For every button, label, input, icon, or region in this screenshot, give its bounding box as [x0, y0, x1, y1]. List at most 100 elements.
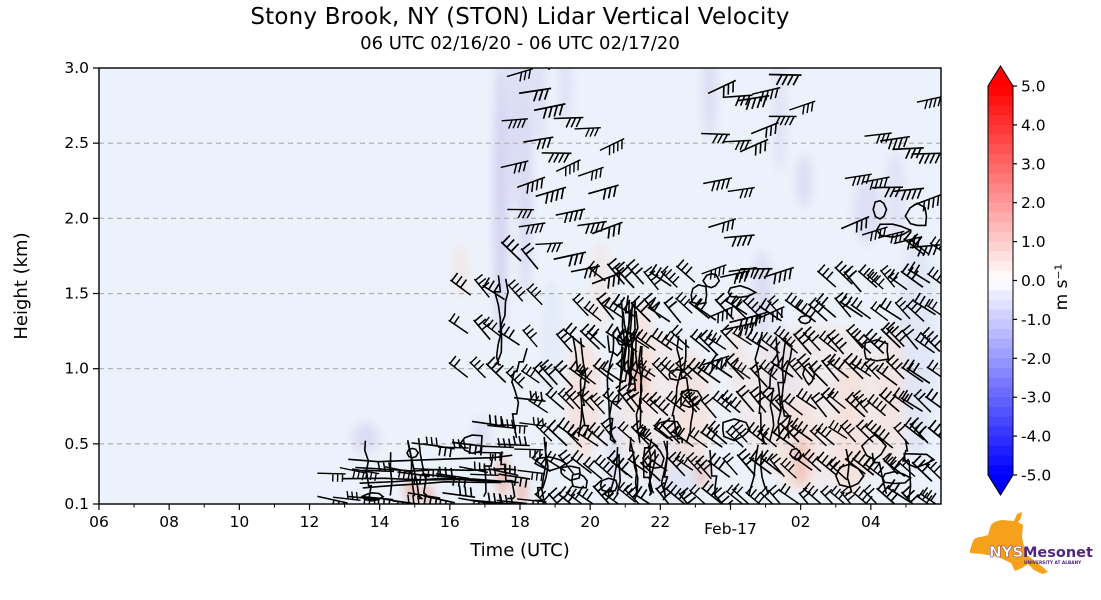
- wind-barb: [522, 324, 538, 348]
- wind-barb: [449, 272, 472, 296]
- contour-squiggle: [768, 336, 780, 441]
- wind-barb: [893, 187, 925, 201]
- wind-barb: [670, 324, 690, 349]
- wind-barb: [916, 489, 937, 504]
- y-tick-label: 0.1: [64, 495, 89, 513]
- wind-barb: [599, 138, 625, 156]
- wind-barb: [903, 230, 925, 256]
- wind-barb: [617, 328, 638, 353]
- wind-barb: [565, 485, 585, 504]
- wind-barb: [883, 452, 906, 478]
- wind-barb: [659, 356, 679, 379]
- wind-barb: [872, 425, 894, 449]
- wind-barb: [451, 441, 486, 456]
- wind-barb: [514, 448, 544, 458]
- wind-barb: [827, 387, 846, 410]
- wind-barb: [826, 329, 848, 355]
- wind-barb: [759, 449, 783, 475]
- contour-squiggle: [500, 451, 516, 500]
- wind-barb: [557, 485, 579, 504]
- wind-barb: [582, 456, 603, 480]
- wind-barb: [893, 421, 910, 445]
- colorbar-band: [988, 163, 1013, 175]
- wind-barb: [688, 294, 710, 320]
- wind-barb: [751, 86, 781, 102]
- y-tick-label: 0.5: [64, 435, 89, 453]
- colorbar-band: [988, 222, 1013, 233]
- wind-barb: [577, 166, 604, 181]
- wind-barb: [839, 292, 864, 318]
- wind-barb: [906, 359, 931, 384]
- contour-squiggle: [759, 450, 769, 495]
- wind-barb: [629, 359, 652, 382]
- wind-barb: [397, 471, 430, 485]
- shading-patch: [506, 68, 519, 211]
- x-axis-label: Time (UTC): [470, 540, 570, 561]
- wind-barb: [545, 386, 565, 411]
- wind-barb: [730, 297, 749, 321]
- wind-barb: [834, 260, 855, 285]
- contour-blob: [668, 368, 688, 382]
- colorbar-band: [988, 309, 1013, 320]
- colorbar-band: [988, 95, 1013, 107]
- wind-barb: [606, 257, 626, 285]
- wind-barb: [541, 152, 572, 163]
- colorbar-band: [988, 397, 1013, 408]
- shading-patch: [533, 68, 546, 144]
- wind-barb: [384, 466, 413, 480]
- wind-barb: [857, 264, 879, 288]
- wind-barb: [872, 186, 903, 198]
- wind-barb: [496, 499, 528, 504]
- wind-barb: [900, 389, 923, 413]
- wind-barb: [771, 423, 796, 449]
- colorbar-band: [988, 406, 1013, 418]
- wind-barb: [767, 484, 785, 504]
- x-tick-label: 06: [89, 513, 109, 531]
- wind-barb: [714, 292, 735, 320]
- wind-barb: [815, 292, 837, 318]
- wind-barb: [768, 453, 785, 478]
- x-axis: 06 08 10 12 14 16 18 20 22 Feb-17 02 04: [89, 504, 907, 538]
- wind-barb: [317, 495, 348, 504]
- wind-barb: [593, 454, 614, 478]
- contour-squiggle: [647, 445, 655, 494]
- shading-patch: [496, 457, 509, 497]
- colorbar-band: [988, 86, 1013, 97]
- wind-barb: [518, 87, 552, 102]
- wind-barb: [555, 208, 586, 224]
- wind-barb: [663, 296, 682, 324]
- wind-barb: [779, 415, 802, 443]
- wind-barb: [818, 330, 838, 353]
- y-tick-label: 2.5: [64, 134, 89, 152]
- wind-barb: [469, 356, 486, 379]
- colorbar-tick-label: 2.0: [1021, 194, 1046, 212]
- wind-barb: [513, 390, 546, 403]
- x-tick-label: 10: [229, 513, 249, 531]
- wind-barb: [500, 234, 522, 262]
- wind-barb: [602, 387, 623, 411]
- wind-barb: [600, 417, 617, 443]
- colorbar-extend-min: [988, 475, 1013, 495]
- contour-squiggle: [780, 337, 792, 439]
- wind-barb: [533, 103, 566, 119]
- shading-patch: [773, 68, 786, 174]
- wind-barb: [748, 386, 767, 413]
- colorbar-band: [988, 154, 1013, 165]
- wind-barb: [731, 420, 748, 443]
- shading-patch: [494, 68, 508, 339]
- logo-tagline-text: UNIVERSITY AT ALBANY: [1024, 560, 1082, 566]
- wind-barb: [905, 298, 925, 323]
- wind-barb: [802, 326, 821, 352]
- colorbar-band: [988, 377, 1013, 389]
- wind-barb: [570, 449, 592, 474]
- wind-barb: [731, 483, 750, 504]
- colorbar-tick-label: 3.0: [1021, 155, 1046, 173]
- wind-barb: [795, 387, 817, 410]
- wind-barb: [784, 292, 806, 316]
- wind-barb: [675, 291, 693, 314]
- wind-barb: [926, 266, 941, 289]
- wind-barb: [863, 328, 887, 355]
- contour-blob: [641, 443, 665, 469]
- wind-barb: [392, 494, 423, 504]
- colorbar-tick-label: -3.0: [1021, 389, 1051, 407]
